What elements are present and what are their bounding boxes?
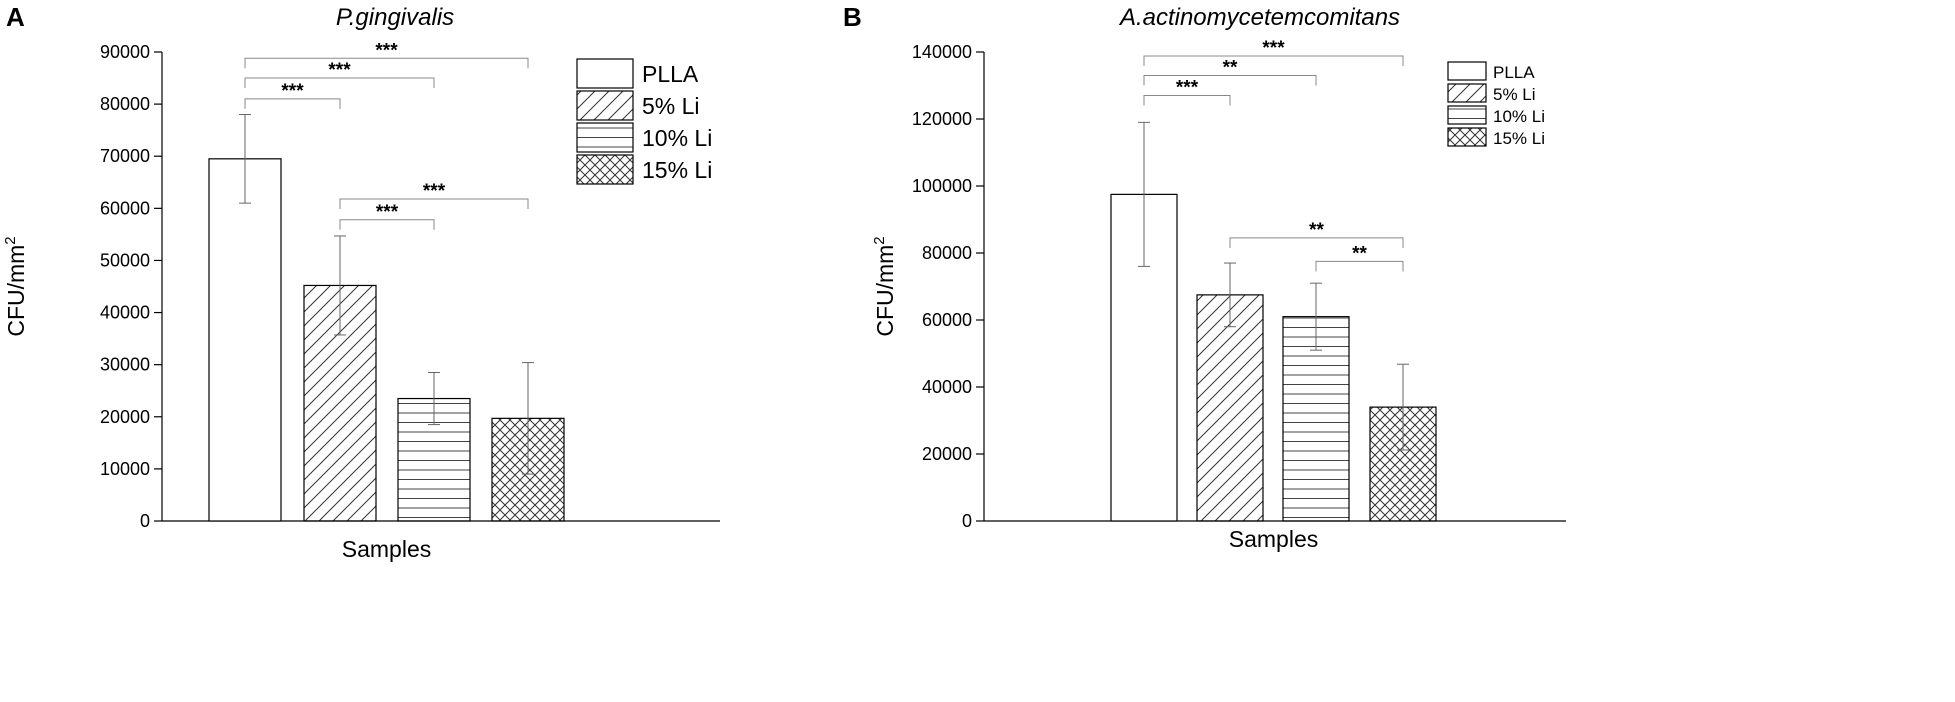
significance-label: ** [1309, 220, 1324, 241]
legend-swatch [576, 58, 634, 89]
legend-label: 5% Li [642, 93, 700, 119]
y-tick-label: 50000 [100, 250, 150, 270]
panel-letter: A [6, 2, 25, 32]
x-axis-label: Samples [1229, 526, 1318, 552]
chart-title: P.gingivalis [336, 4, 454, 31]
significance-label: *** [1262, 38, 1285, 59]
bar-plla [208, 158, 282, 522]
y-tick-label: 80000 [100, 94, 150, 114]
y-axis-label-text: CFU/mm [872, 245, 898, 337]
significance-label: ** [1223, 57, 1238, 78]
chart-title: A.actinomycetemcomitans [1118, 4, 1400, 31]
significance-label: *** [423, 181, 446, 202]
panel-letter: B [843, 2, 862, 32]
legend-label: 15% Li [642, 157, 712, 183]
legend-swatch [576, 154, 634, 185]
significance-bracket [244, 57, 529, 69]
legend-swatch [576, 90, 634, 121]
y-tick-label: 40000 [922, 377, 972, 397]
significance-label: *** [1176, 78, 1199, 99]
y-axis-label: CFU/mm2 [871, 236, 898, 336]
legend-label: 5% Li [1493, 85, 1536, 104]
chart-panel-a: A P.gingivalis 0 10000 20000 30000 40000 50000 6… [2, 2, 720, 562]
legend-swatch [1447, 83, 1487, 103]
y-tick-label: 30000 [100, 355, 150, 375]
significance-label: *** [281, 81, 304, 102]
y-tick-label: 10000 [100, 459, 150, 479]
y-axis-label-superscript: 2 [2, 236, 19, 244]
significance-label: *** [376, 202, 399, 223]
significance-bracket [244, 98, 341, 109]
legend-label: 10% Li [642, 125, 712, 151]
significance-bracket [244, 77, 435, 89]
legend-swatch [1447, 105, 1487, 125]
y-tick-label: 0 [962, 511, 972, 531]
significance-bracket [1229, 237, 1404, 248]
legend-label: 15% Li [1493, 129, 1545, 148]
y-tick-label: 90000 [100, 42, 150, 62]
legend-swatch [576, 122, 634, 153]
y-axis-label-superscript: 2 [871, 236, 888, 244]
y-axis-label-text: CFU/mm [3, 245, 29, 337]
y-axis-label: CFU/mm2 [2, 236, 29, 336]
legend-label: 10% Li [1493, 107, 1545, 126]
y-tick-label: 120000 [912, 109, 972, 129]
y-tick-label: 100000 [912, 176, 972, 196]
significance-label: *** [328, 60, 351, 81]
significance-bracket [339, 198, 529, 209]
legend-swatch [1447, 61, 1487, 81]
significance-label: *** [375, 40, 398, 61]
y-tick-label: 70000 [100, 146, 150, 166]
significance-bracket [1143, 55, 1404, 67]
bar-5-li [1196, 294, 1264, 522]
y-tick-label: 20000 [100, 407, 150, 427]
y-tick-label: 0 [140, 511, 150, 531]
legend-label: PLLA [1493, 63, 1535, 82]
y-tick-label: 60000 [922, 310, 972, 330]
y-tick-label: 60000 [100, 198, 150, 218]
chart-panel-b: B A.actinomycetemcomitans 0 20000 40000 60000… [843, 2, 1566, 552]
x-axis-label: Samples [342, 536, 431, 562]
legend-label: PLLA [642, 61, 699, 87]
y-tick-label: 140000 [912, 42, 972, 62]
significance-bracket [1143, 74, 1317, 86]
significance-label: ** [1352, 243, 1367, 264]
y-tick-label: 20000 [922, 444, 972, 464]
y-tick-label: 40000 [100, 303, 150, 323]
legend-swatch [1447, 127, 1487, 147]
bar-10-li [1282, 316, 1350, 522]
y-tick-label: 80000 [922, 243, 972, 263]
significance-bracket [1143, 95, 1231, 106]
significance-bracket [1315, 260, 1404, 272]
significance-bracket [339, 219, 435, 230]
